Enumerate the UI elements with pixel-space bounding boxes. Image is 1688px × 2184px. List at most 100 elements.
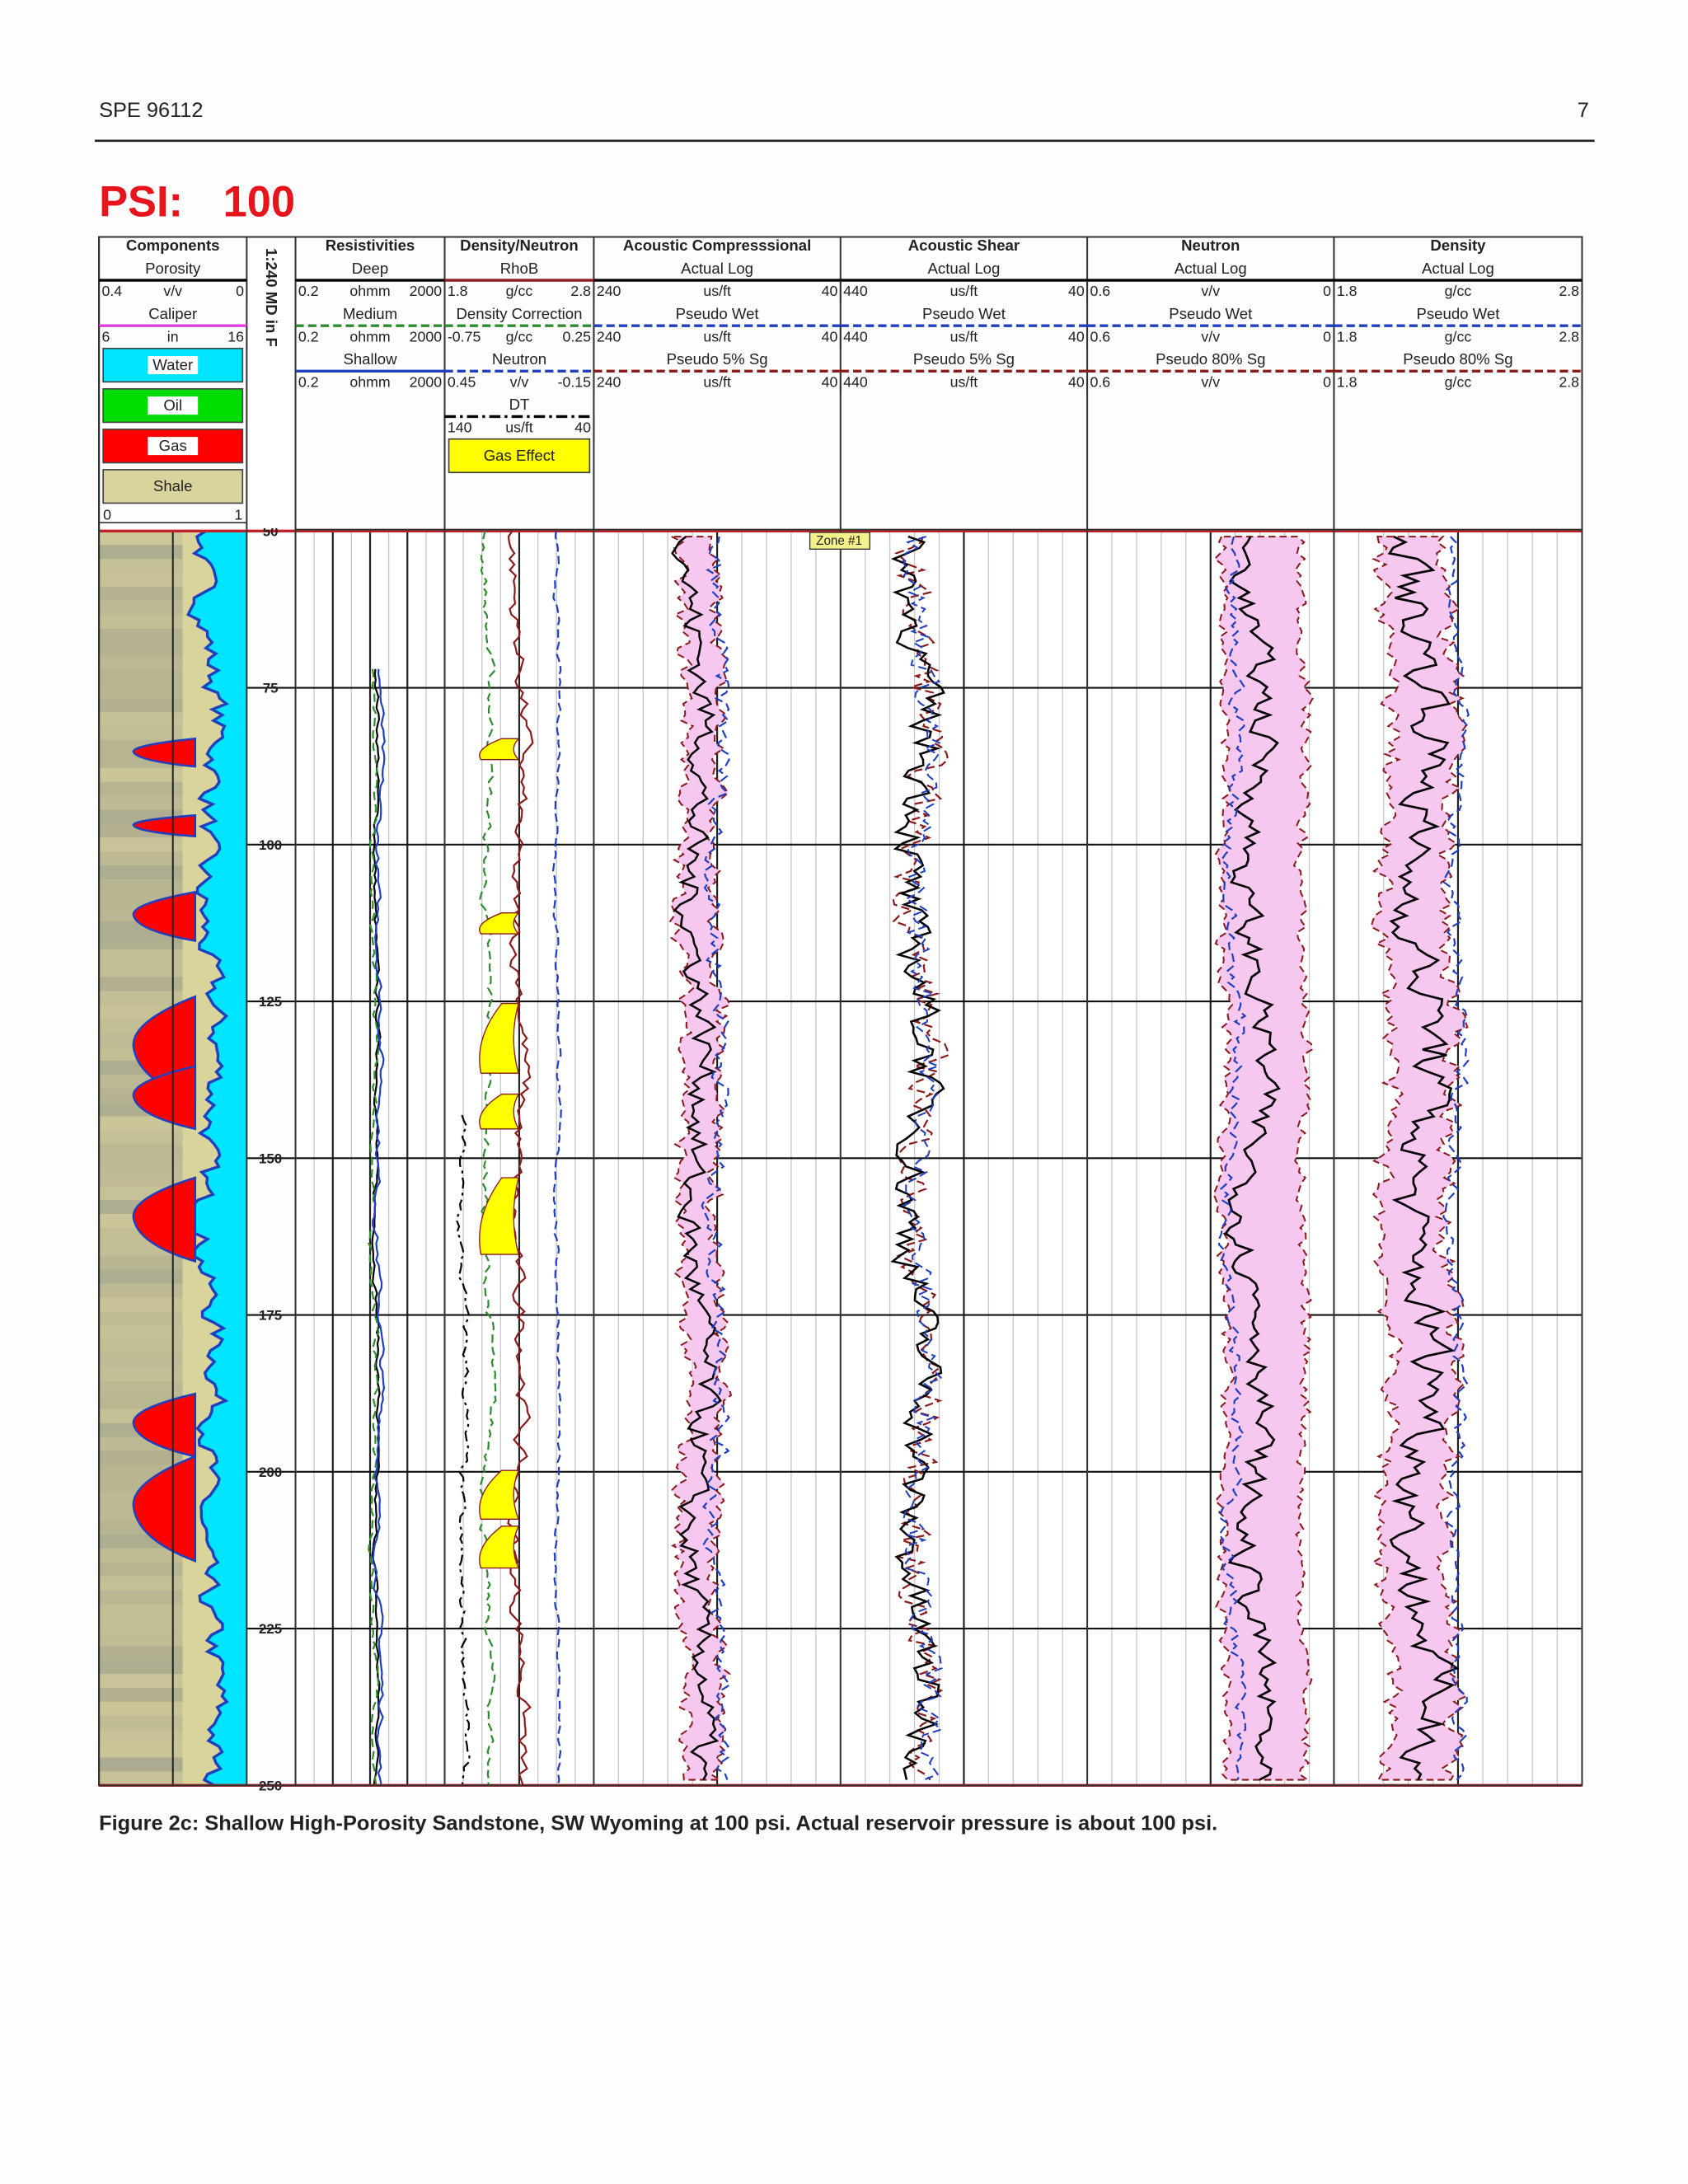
scale-left: 0.6 bbox=[1090, 328, 1110, 344]
page-number: 7 bbox=[1578, 99, 1589, 122]
scale-unit: v/v bbox=[510, 373, 529, 390]
track-row-label: RhoB bbox=[500, 260, 539, 277]
shale-shade bbox=[99, 1562, 183, 1577]
shale-shade bbox=[99, 949, 183, 963]
scale-right: 40 bbox=[822, 283, 838, 299]
scale-left: 0 bbox=[103, 506, 111, 523]
shale-shade bbox=[99, 1632, 183, 1647]
water-fill bbox=[184, 531, 247, 1786]
track-row-label: Pseudo 80% Sg bbox=[1156, 350, 1265, 368]
gas-effect-fill bbox=[479, 912, 520, 935]
log-curve bbox=[1387, 535, 1460, 1781]
shale-shade bbox=[99, 628, 183, 643]
log-curve bbox=[372, 668, 386, 1784]
shale-shade bbox=[99, 781, 183, 796]
shale-shade bbox=[99, 767, 183, 782]
gas-effect-fill bbox=[479, 738, 520, 761]
shale-shade bbox=[99, 573, 183, 587]
depth-header-bg bbox=[248, 238, 294, 528]
scale-right: 0 bbox=[236, 283, 244, 299]
scale-unit: ohmm bbox=[349, 328, 390, 344]
scale-left: 1.8 bbox=[1337, 328, 1357, 344]
gas-effect-fill bbox=[479, 1002, 520, 1074]
zone-box bbox=[809, 532, 870, 550]
scale-unit: us/ft bbox=[950, 283, 978, 299]
scale-unit: g/cc bbox=[1445, 373, 1472, 390]
scale-right: 0 bbox=[1323, 373, 1331, 390]
shale-shade bbox=[99, 1172, 183, 1187]
scale-left: 440 bbox=[843, 328, 868, 344]
shale-shade bbox=[99, 1311, 183, 1326]
scale-unit: ohmm bbox=[349, 283, 390, 299]
shale-shade bbox=[99, 963, 183, 977]
shale-shade bbox=[99, 851, 183, 866]
scale-left: 240 bbox=[597, 373, 621, 390]
shale-shade bbox=[99, 795, 183, 810]
track-row-label: Porosity bbox=[145, 260, 201, 277]
scale-unit: us/ft bbox=[703, 328, 731, 344]
shale-shade bbox=[99, 670, 183, 685]
scale-unit: us/ft bbox=[703, 283, 731, 299]
scale-right: 40 bbox=[822, 373, 838, 390]
shale-shade bbox=[99, 712, 183, 727]
track-title: Density bbox=[1430, 237, 1486, 254]
scale-left: 1.8 bbox=[1337, 283, 1357, 299]
log-curve bbox=[701, 536, 731, 1780]
figure-title-label: PSI: bbox=[99, 178, 183, 226]
scale-right: 40 bbox=[574, 419, 591, 436]
scale-unit: us/ft bbox=[703, 373, 731, 390]
track-row-label: Actual Log bbox=[927, 260, 1000, 277]
scale-left: 240 bbox=[597, 283, 621, 299]
scale-right: 1 bbox=[234, 506, 242, 523]
track-row-label: Density Correction bbox=[456, 305, 582, 322]
shale-shade bbox=[99, 1144, 183, 1159]
shale-shade bbox=[99, 1687, 183, 1702]
shale-shade bbox=[99, 991, 183, 1005]
scale-right: 40 bbox=[1068, 283, 1085, 299]
legend-label: Water bbox=[152, 356, 193, 373]
track-row-label: Medium bbox=[343, 305, 397, 322]
track-row-label: Pseudo Wet bbox=[1416, 305, 1500, 322]
shale-shade bbox=[99, 1255, 183, 1270]
shale-shade bbox=[99, 1380, 183, 1395]
zone-label: Zone #1 bbox=[816, 534, 862, 548]
track-title: Components bbox=[126, 237, 220, 254]
shale-shade bbox=[99, 837, 183, 852]
log-curve bbox=[1217, 536, 1248, 1780]
shale-shade bbox=[99, 656, 183, 671]
scale-unit: us/ft bbox=[950, 373, 978, 390]
shale-shade bbox=[99, 1325, 183, 1340]
shale-shade bbox=[99, 614, 183, 629]
depth-tick-label: 175 bbox=[259, 1308, 282, 1324]
scale-unit: g/cc bbox=[1445, 283, 1472, 299]
shale-shade bbox=[99, 1339, 183, 1354]
scale-unit: g/cc bbox=[506, 328, 533, 344]
scale-left: 240 bbox=[597, 328, 621, 344]
pseudo-band bbox=[668, 536, 733, 1781]
legend-label: Gas bbox=[159, 437, 187, 454]
scale-right: 16 bbox=[227, 328, 244, 344]
shale-shade bbox=[99, 1297, 183, 1312]
track-row-label: Pseudo 5% Sg bbox=[913, 350, 1015, 368]
shale-shade bbox=[99, 1269, 183, 1284]
scale-right: -0.15 bbox=[558, 373, 592, 390]
depth-tick-label: 200 bbox=[259, 1465, 282, 1480]
scale-right: 2000 bbox=[410, 283, 443, 299]
scale-unit: g/cc bbox=[506, 283, 533, 299]
scale-left: 0.6 bbox=[1090, 283, 1110, 299]
track-row-label: Pseudo 80% Sg bbox=[1403, 350, 1512, 368]
log-curve bbox=[551, 531, 562, 1786]
gas-effect-fill bbox=[479, 1093, 520, 1130]
legend-label-bg bbox=[148, 437, 199, 456]
scale-unit: in bbox=[167, 328, 179, 344]
track-row-label: Pseudo Wet bbox=[922, 305, 1006, 322]
shale-shade bbox=[99, 1646, 183, 1661]
shale-shade bbox=[99, 1451, 183, 1465]
track-row-label: Shallow bbox=[343, 350, 397, 368]
track-title: Neutron bbox=[1181, 237, 1240, 254]
legend-label-bg bbox=[148, 396, 199, 415]
track-title: Resistivities bbox=[326, 237, 415, 254]
pseudo-band bbox=[1212, 536, 1314, 1781]
scale-unit: v/v bbox=[1201, 373, 1220, 390]
